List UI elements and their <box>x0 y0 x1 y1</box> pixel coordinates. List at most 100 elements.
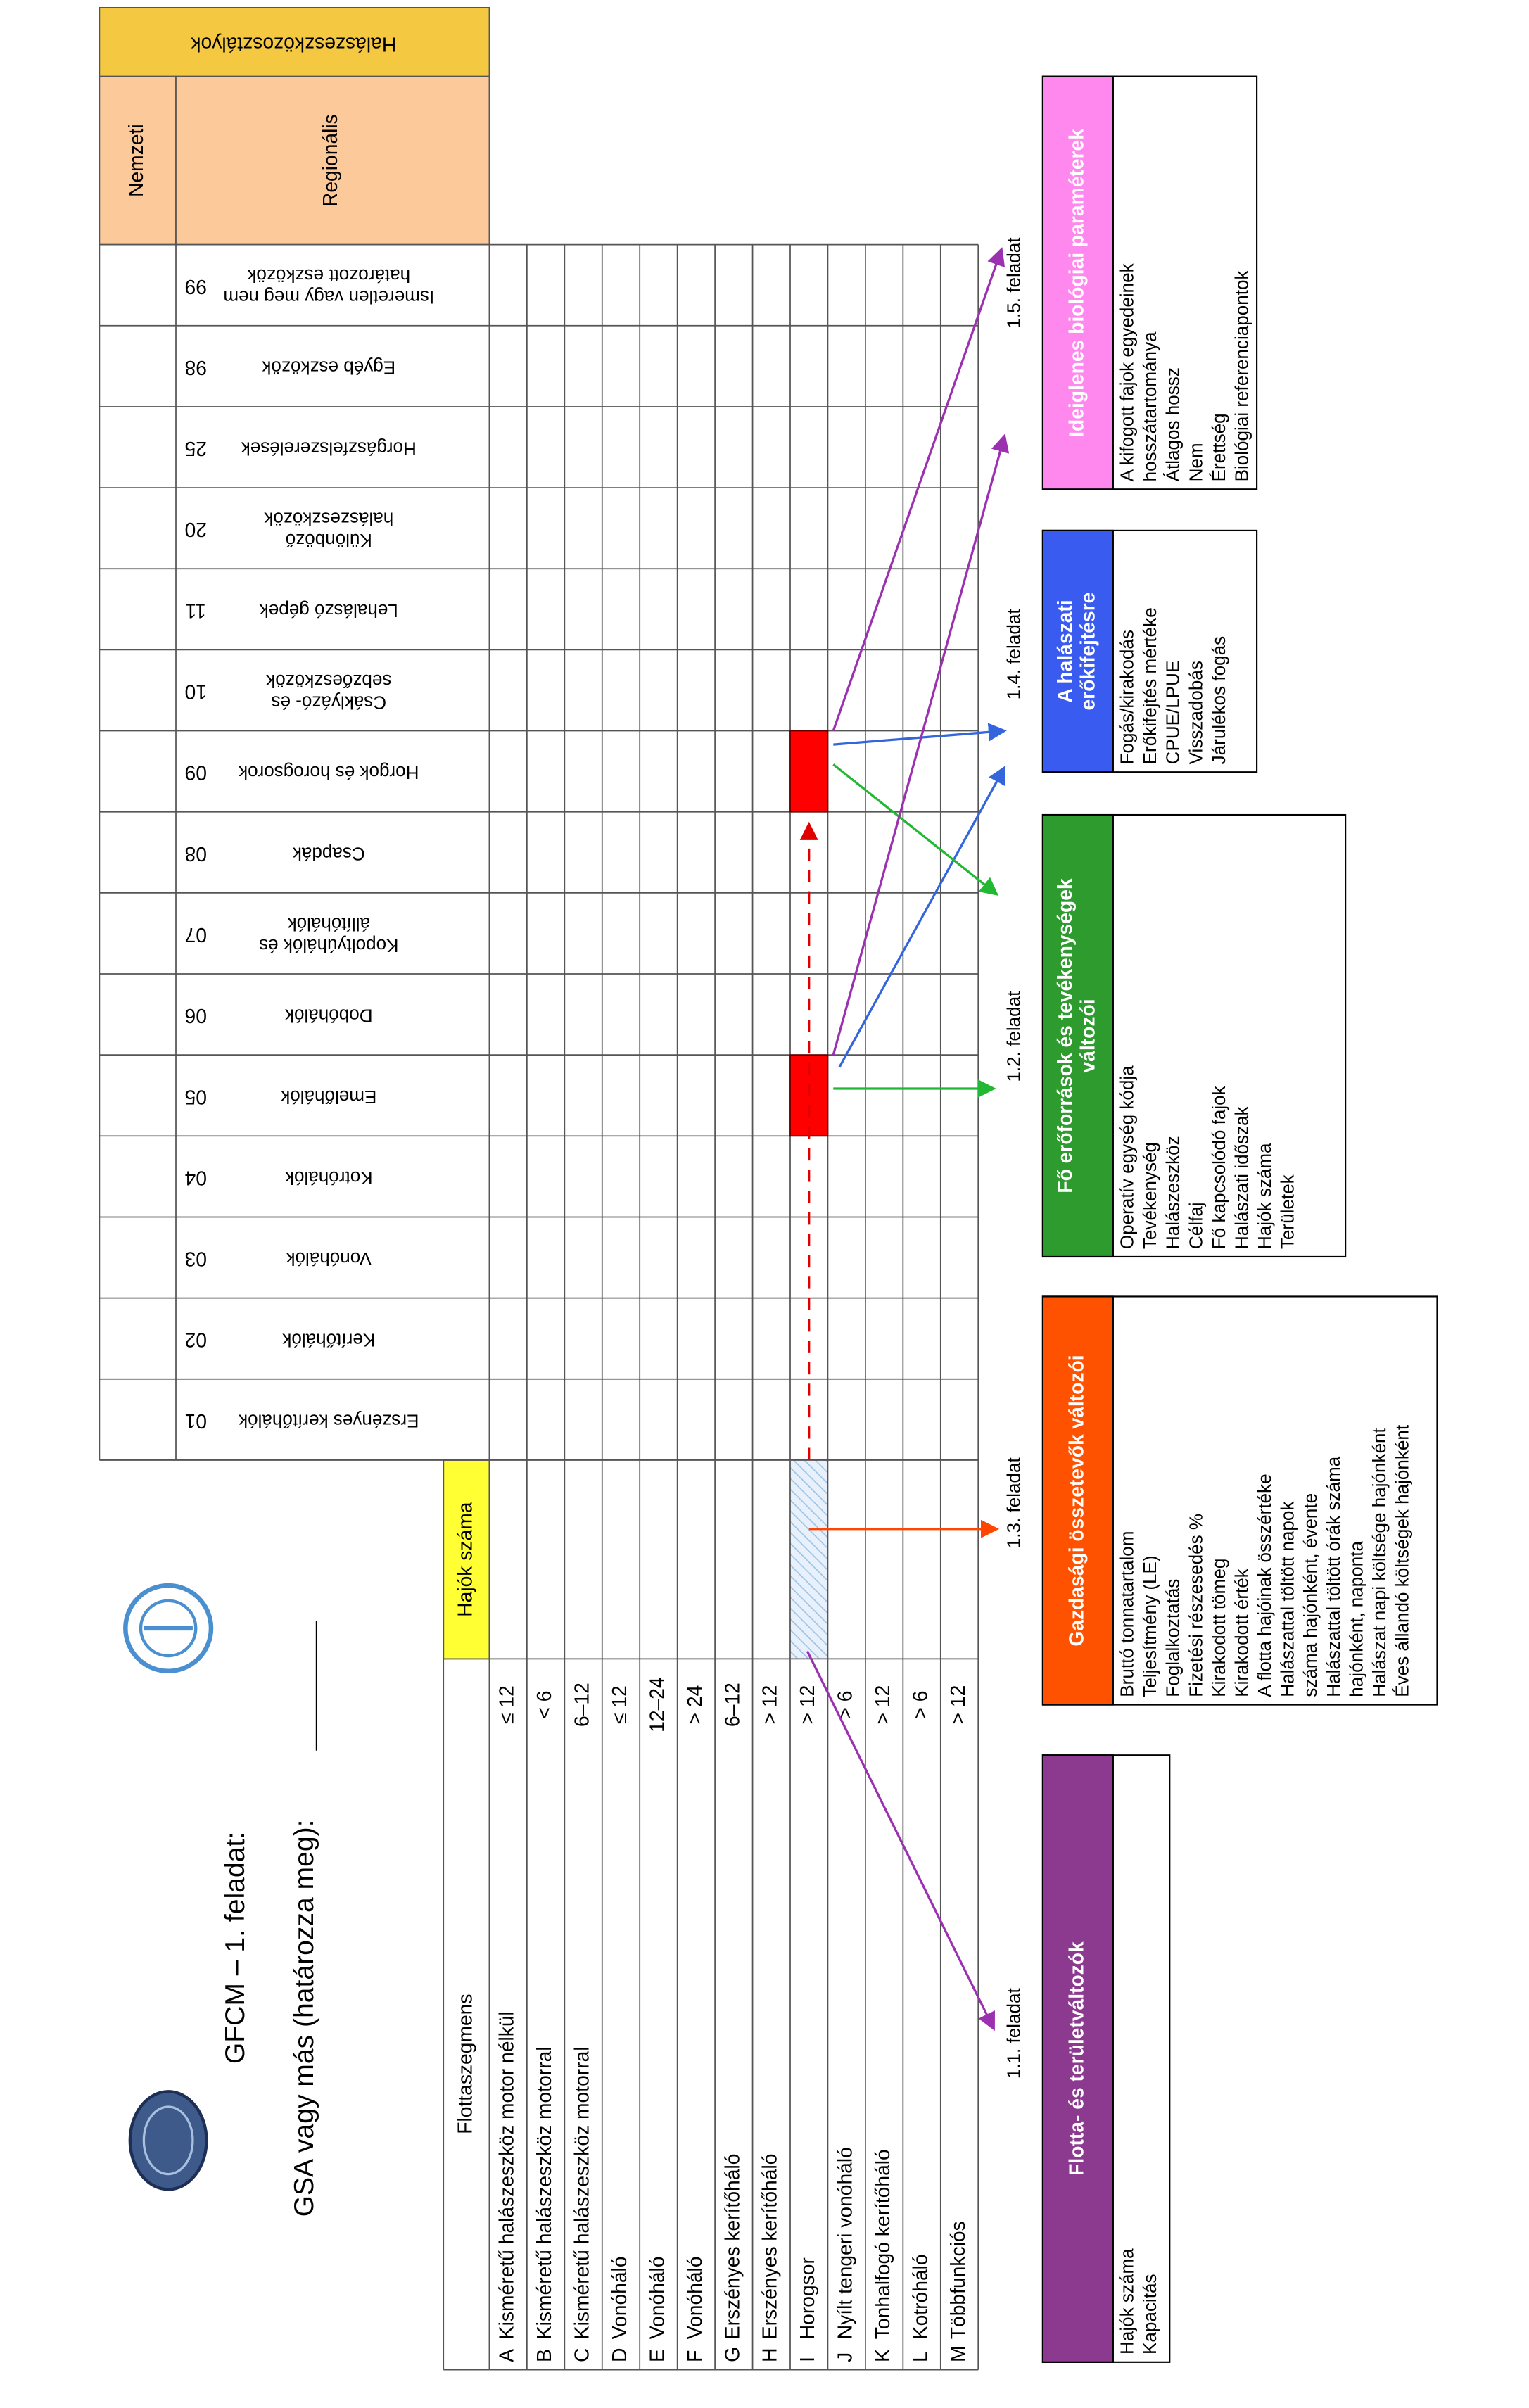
box-item: Bruttó tonnatartalom <box>1116 1531 1137 1697</box>
task-label: 1.5. feladat <box>1003 237 1024 329</box>
row-length: ≤ 12 <box>495 1685 518 1724</box>
row-length: > 12 <box>759 1685 781 1725</box>
box-title: A halászati <box>1053 600 1076 702</box>
box-header <box>1041 1295 1114 1706</box>
row-length: 12–24 <box>645 1677 668 1732</box>
row-segment: Vonóháló <box>645 2256 668 2339</box>
row-length: 6–12 <box>721 1683 743 1727</box>
arrow <box>832 247 1005 732</box>
gear-code: 04 <box>185 1167 207 1189</box>
gear-name: állítóhálók <box>287 913 370 934</box>
task-label: 1.1. feladat <box>1003 1987 1024 2079</box>
row-segment: Erszényes kerítőháló <box>759 2154 781 2340</box>
row-segment: Erszényes kerítőháló <box>721 2154 743 2340</box>
box-item: A kifogott fajok egyedeinek <box>1116 262 1137 481</box>
box-item: száma hajónként, évente <box>1300 1493 1321 1697</box>
row-segment: Kisméretű halászeszköz motorral <box>533 2046 555 2339</box>
gear-code: 98 <box>185 357 207 379</box>
task-label: 1.2. feladat <box>1003 991 1024 1082</box>
gear-name: Erszényes kerítőhálók <box>238 1410 419 1431</box>
gear-code: 20 <box>185 519 207 541</box>
box-item: A flotta hajóinak összértéke <box>1254 1474 1275 1697</box>
box-item: Operatív egység kódja <box>1116 1065 1137 1249</box>
box-item: Átlagos hossz <box>1162 367 1184 481</box>
row-letter: L <box>909 2351 932 2362</box>
box-item: Halászat napi költsége hajónként <box>1369 1427 1390 1697</box>
row-length: > 12 <box>871 1685 894 1725</box>
box-item: Halászeszköz <box>1162 1136 1184 1249</box>
box-header <box>1041 529 1114 773</box>
gear-code: 10 <box>185 681 207 704</box>
highlight-cell <box>789 730 829 813</box>
box-item: Hajók száma <box>1116 2248 1137 2355</box>
gear-code: 09 <box>185 762 207 785</box>
row-length: > 24 <box>683 1685 706 1725</box>
box-item: Célfaj <box>1185 1202 1206 1249</box>
box-item: Éves állandó költségek hajónként <box>1392 1424 1413 1697</box>
row-length: > 6 <box>909 1691 932 1719</box>
box-item: Foglalkoztatás <box>1162 1579 1184 1697</box>
hatched-cell <box>790 1459 828 1659</box>
gear-code: 08 <box>185 843 207 866</box>
arrow <box>833 723 1007 746</box>
gear-name: Kerítőhálók <box>281 1329 375 1350</box>
row-letter: M <box>946 2345 969 2362</box>
row-length: < 6 <box>533 1691 555 1719</box>
box-item: Kirakodott tömeg <box>1208 1559 1229 1697</box>
box-item: Halászattal töltött napok <box>1277 1501 1298 1697</box>
arrow <box>832 433 1010 1056</box>
gear-code: 03 <box>185 1248 207 1271</box>
row-segment: Kotróháló <box>909 2254 932 2339</box>
row-length: > 12 <box>946 1685 969 1725</box>
box-item: Fizetési részesedés % <box>1185 1514 1206 1697</box>
arrow <box>838 765 1006 1068</box>
box-item: hajónként, naponta <box>1345 1540 1366 1697</box>
box-item: Fő kapcsolódó fajok <box>1208 1085 1229 1249</box>
gear-name: Lehalászó gépek <box>259 600 398 621</box>
box-title: Flotta- és területváltozók <box>1065 1941 1087 2176</box>
gear-name: Horgászfelszerelések <box>241 438 417 460</box>
box-item: Területek <box>1277 1174 1298 1249</box>
box-item: Érettség <box>1208 413 1229 481</box>
gear-name: Ismeretlen vagy meg nem <box>223 287 434 308</box>
box-item: Hajók száma <box>1254 1143 1275 1249</box>
national-label: Nemzeti <box>125 124 147 197</box>
task-label: 1.4. feladat <box>1003 609 1024 700</box>
row-segment: Kisméretű halászeszköz motor nélkül <box>495 2011 518 2339</box>
row-letter: G <box>721 2347 743 2362</box>
box-title: változói <box>1077 999 1099 1072</box>
row-segment: Többfunkciós <box>946 2221 969 2339</box>
box-title: Gazdasági összetevők változói <box>1065 1355 1087 1646</box>
box-item: Biológiai referenciapontok <box>1231 270 1252 482</box>
row-letter: F <box>683 2350 706 2362</box>
gear-code: 01 <box>185 1410 207 1433</box>
gear-code: 11 <box>186 600 206 622</box>
gear-code: 07 <box>185 924 207 946</box>
gear-name: Csapdák <box>292 843 365 864</box>
gear-code: 99 <box>185 276 207 298</box>
box-item: Erőkifejtés mértéke <box>1139 607 1160 764</box>
row-length: ≤ 12 <box>608 1685 630 1724</box>
row-segment: Vonóháló <box>608 2256 630 2339</box>
box-header <box>1041 813 1114 1258</box>
box-item: Járulékos fogás <box>1208 636 1229 765</box>
box-title: Fő erőforrások és tevékenységek <box>1053 878 1076 1193</box>
row-segment: Nyílt tengeri vonóháló <box>834 2147 856 2339</box>
box-item: hosszátartománya <box>1139 331 1160 481</box>
rotated-frame: GFCM – 1. feladat: GSA vagy más (határozz… <box>99 6 1438 2371</box>
gear-code: 05 <box>185 1086 207 1108</box>
gear-name: Emelőhálók <box>280 1086 376 1108</box>
gear-name: Egyéb eszközök <box>261 357 395 378</box>
fao-logo <box>123 1583 214 1674</box>
box-item: Fogás/kirakodás <box>1116 630 1137 764</box>
box-item: Kirakodott érték <box>1231 1568 1252 1697</box>
gear-code: 02 <box>185 1329 207 1352</box>
row-segment: Tonhalfogó kerítőháló <box>871 2149 894 2339</box>
row-letter: D <box>608 2347 630 2362</box>
row-letter: K <box>871 2349 894 2362</box>
row-letter: B <box>533 2349 555 2362</box>
gear-name: sebzőeszközök <box>265 671 391 692</box>
row-segment: Kisméretű halászeszköz motorral <box>570 2046 592 2339</box>
